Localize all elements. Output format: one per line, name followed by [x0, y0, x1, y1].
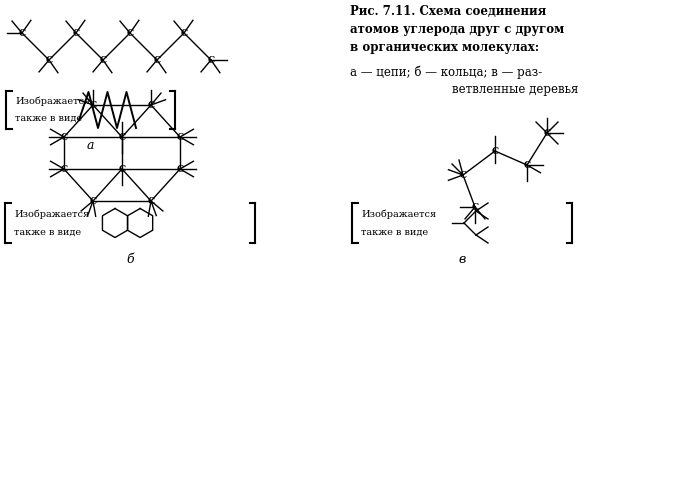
Text: C: C: [99, 55, 107, 64]
Text: C: C: [180, 29, 188, 38]
Text: C: C: [90, 197, 97, 206]
Text: C: C: [177, 164, 184, 174]
Text: C: C: [147, 197, 155, 206]
Text: C: C: [177, 132, 184, 141]
Text: C: C: [208, 55, 214, 64]
Text: C: C: [153, 55, 160, 64]
Text: C: C: [73, 29, 79, 38]
Text: Рис. 7.11. Схема соединения: Рис. 7.11. Схема соединения: [350, 5, 546, 18]
Text: C: C: [127, 29, 134, 38]
Text: в: в: [458, 253, 466, 266]
Text: также в виде: также в виде: [361, 227, 428, 236]
Text: C: C: [471, 203, 479, 211]
Text: б: б: [126, 253, 134, 266]
Text: Изображается: Изображается: [361, 209, 436, 219]
Text: C: C: [60, 132, 68, 141]
Text: а: а: [87, 139, 95, 152]
Text: C: C: [119, 164, 125, 174]
Text: а — цепи; б — кольца; в — раз-: а — цепи; б — кольца; в — раз-: [350, 65, 543, 78]
Text: Изображается: Изображается: [14, 209, 89, 219]
Text: в органических молекулах:: в органических молекулах:: [350, 41, 539, 54]
Text: Изображается: Изображается: [15, 97, 90, 107]
Text: атомов углерода друг с другом: атомов углерода друг с другом: [350, 23, 564, 36]
Text: C: C: [119, 132, 125, 141]
Text: C: C: [523, 160, 531, 170]
Text: C: C: [90, 101, 97, 110]
Text: C: C: [45, 55, 53, 64]
Text: C: C: [491, 146, 499, 155]
Text: C: C: [18, 29, 25, 38]
Text: C: C: [460, 171, 466, 180]
Text: C: C: [543, 128, 551, 137]
Text: C: C: [60, 164, 68, 174]
Text: C: C: [147, 101, 155, 110]
Text: также в виде: также в виде: [15, 114, 82, 123]
Text: ветвленные деревья: ветвленные деревья: [452, 83, 578, 96]
Text: также в виде: также в виде: [14, 227, 81, 236]
